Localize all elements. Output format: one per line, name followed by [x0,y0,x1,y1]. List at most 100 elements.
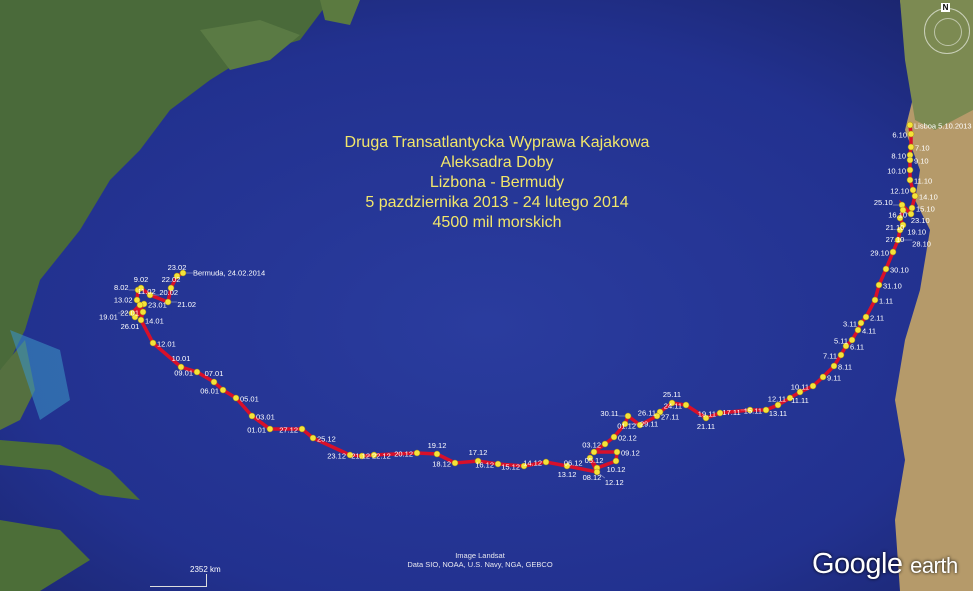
waypoint-marker[interactable] [601,440,609,448]
waypoint-marker[interactable] [137,316,145,324]
waypoint-marker[interactable] [896,226,904,234]
waypoint-marker[interactable] [837,351,845,359]
waypoint-marker[interactable] [149,339,157,347]
waypoint-marker[interactable] [911,192,919,200]
north-icon[interactable]: N [941,3,950,12]
waypoint-label: 5.11 [834,337,848,346]
waypoint-marker[interactable] [610,433,618,441]
waypoint-marker[interactable] [906,176,914,184]
waypoint-marker[interactable] [907,143,915,151]
waypoint-marker[interactable] [164,298,172,306]
waypoint-marker[interactable] [762,406,770,414]
waypoint-marker[interactable] [907,210,915,218]
waypoint-label: 12.10 [890,187,909,196]
waypoint-marker[interactable] [586,454,594,462]
waypoint-marker[interactable] [668,399,676,407]
waypoint-marker[interactable] [906,156,914,164]
waypoint-marker[interactable] [210,378,218,386]
waypoint-marker[interactable] [682,401,690,409]
waypoint-marker[interactable] [413,449,421,457]
waypoint-marker[interactable] [370,451,378,459]
waypoint-marker[interactable] [899,206,907,214]
waypoint-marker[interactable] [621,420,629,428]
waypoint-marker[interactable] [358,452,366,460]
waypoint-label: 15.10 [916,205,935,214]
waypoint-marker[interactable] [786,394,794,402]
waypoint-marker[interactable] [146,291,154,299]
waypoint-marker[interactable] [796,388,804,396]
title-line: Druga Transatlantycka Wyprawa Kajakowa [344,134,650,151]
waypoint-marker[interactable] [137,284,145,292]
waypoint-marker[interactable] [266,425,274,433]
waypoint-marker[interactable] [590,448,598,456]
waypoint-marker[interactable] [563,462,571,470]
waypoint-marker[interactable] [889,248,897,256]
waypoint-marker[interactable] [309,434,317,442]
waypoint-marker[interactable] [871,296,879,304]
waypoint-marker[interactable] [907,130,915,138]
waypoint-marker[interactable] [774,401,782,409]
waypoint-marker[interactable] [702,414,710,422]
waypoint-marker[interactable] [593,468,601,476]
waypoint-marker[interactable] [862,313,870,321]
waypoint-label: 25.10 [874,198,893,207]
waypoint-marker[interactable] [848,336,856,344]
compass-control[interactable]: N [924,3,970,54]
waypoint-marker[interactable] [167,284,175,292]
canada-coast [200,20,300,70]
cuba [0,440,140,500]
waypoint-label: 13.02 [114,296,133,305]
waypoint-marker[interactable] [906,166,914,174]
waypoint-marker[interactable] [882,265,890,273]
waypoint-label: 19.10 [907,228,926,237]
waypoint-marker[interactable] [909,186,917,194]
waypoint-label: 18.12 [432,460,451,469]
waypoint-marker[interactable] [894,236,902,244]
waypoint-marker[interactable] [520,462,528,470]
waypoint-marker[interactable] [248,412,256,420]
waypoint-marker[interactable] [346,451,354,459]
waypoint-marker[interactable] [133,296,141,304]
waypoint-marker[interactable] [875,281,883,289]
waypoint-marker[interactable] [830,362,838,370]
logo-google: Google [812,548,903,580]
waypoint-marker[interactable] [179,269,187,277]
waypoint-marker[interactable] [542,458,550,466]
waypoint-marker[interactable] [219,386,227,394]
waypoint-marker[interactable] [908,204,916,212]
waypoint-marker[interactable] [746,406,754,414]
waypoint-marker[interactable] [451,459,459,467]
waypoint-marker[interactable] [474,457,482,465]
waypoint-marker[interactable] [193,368,201,376]
waypoint-marker[interactable] [494,460,502,468]
waypoint-marker[interactable] [842,342,850,350]
waypoint-marker[interactable] [854,326,862,334]
waypoint-label: 19.12 [428,441,447,450]
waypoint-marker[interactable] [136,301,144,309]
waypoint-marker[interactable] [653,412,661,420]
waypoint-marker[interactable] [899,221,907,229]
waypoint-marker[interactable] [612,457,620,465]
waypoint-marker[interactable] [177,363,185,371]
waypoint-marker[interactable] [809,382,817,390]
waypoint-marker[interactable] [298,425,306,433]
waypoint-marker[interactable] [128,309,136,317]
waypoint-marker[interactable] [857,319,865,327]
waypoint-marker[interactable] [624,412,632,420]
europe-africa-land [895,0,973,591]
waypoint-marker[interactable] [906,121,914,129]
waypoint-marker[interactable] [636,421,644,429]
waypoint-marker[interactable] [173,272,181,280]
waypoint-marker[interactable] [716,409,724,417]
waypoint-label: 6.11 [850,343,864,352]
waypoint-marker[interactable] [819,373,827,381]
waypoint-marker[interactable] [896,214,904,222]
waypoint-label: 11.10 [914,177,932,186]
waypoint-marker[interactable] [433,450,441,458]
waypoint-marker[interactable] [232,394,240,402]
waypoint-marker[interactable] [139,308,147,316]
waypoint-marker[interactable] [613,448,621,456]
credit-line: Data SIO, NOAA, U.S. Navy, NGA, GEBCO [407,560,553,569]
